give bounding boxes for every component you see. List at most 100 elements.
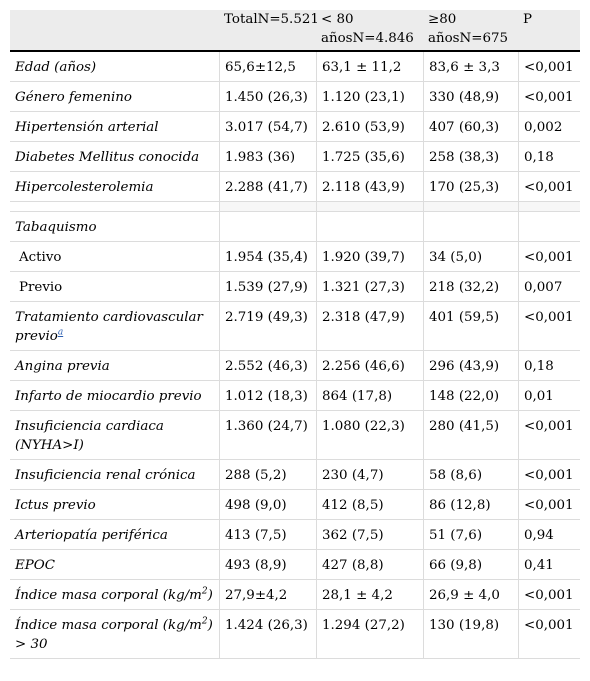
table-row: Insuficiencia cardiaca (NYHA>I) 1.360 (24…	[10, 411, 580, 460]
row-label: Insuficiencia cardiaca (NYHA>I)	[10, 411, 220, 460]
row-label: Infarto de miocardio previo	[10, 381, 220, 411]
cell-under-80: 2.610 (53,9)	[317, 112, 424, 142]
row-label-text: Infarto de miocardio previo	[15, 389, 202, 404]
table-row: Infarto de miocardio previo 1.012 (18,3) 8…	[10, 381, 580, 411]
table-row: Tabaquismo	[10, 212, 580, 242]
cell-total: 493 (8,9)	[220, 550, 317, 580]
table-row: EPOC 493 (8,9) 427 (8,8) 66 (9,8) 0,41	[10, 550, 580, 580]
cell-under-80: 28,1 ± 4,2	[317, 580, 424, 610]
cell-total: 288 (5,2)	[220, 460, 317, 490]
cell-under-80: 2.118 (43,9)	[317, 172, 424, 202]
cell-total: 498 (9,0)	[220, 490, 317, 520]
baseline-characteristics-table: TotalN=5.521 < 80 añosN=4.846 ≥80 añosN=…	[10, 10, 580, 659]
cell-80-plus: 407 (60,3)	[424, 112, 519, 142]
row-label-text: Angina previa	[15, 359, 110, 374]
cell-p: <0,001	[519, 490, 580, 520]
cell-80-plus: 83,6 ± 3,3	[424, 52, 519, 82]
cell-p: 0,18	[519, 142, 580, 172]
row-label: Activo	[10, 242, 220, 272]
row-label-text: Hipercolesterolemia	[15, 180, 154, 195]
table-row: Ictus previo 498 (9,0) 412 (8,5) 86 (12,8) <…	[10, 490, 580, 520]
cell-total: 1.360 (24,7)	[220, 411, 317, 460]
header-row: TotalN=5.521 < 80 añosN=4.846 ≥80 añosN=…	[10, 10, 580, 52]
row-label-text: Activo	[19, 250, 62, 265]
footnote-link[interactable]: a	[57, 327, 64, 338]
cell-total: 3.017 (54,7)	[220, 112, 317, 142]
cell-80-plus: 330 (48,9)	[424, 82, 519, 112]
cell-total: 1.983 (36)	[220, 142, 317, 172]
row-label-text: Diabetes Mellitus conocida	[15, 150, 200, 165]
cell-p: 0,18	[519, 351, 580, 381]
table-row: Índice masa corporal (kg/m2) 27,9±4,2 28,1…	[10, 580, 580, 610]
cell-p: <0,001	[519, 302, 580, 351]
cell-under-80: 1.294 (27,2)	[317, 610, 424, 659]
row-label-text: Ictus previo	[15, 498, 96, 513]
table-row: Insuficiencia renal crónica 288 (5,2) 230 …	[10, 460, 580, 490]
table-row: Hipercolesterolemia 2.288 (41,7) 2.118 (43…	[10, 172, 580, 202]
cell-80-plus: 401 (59,5)	[424, 302, 519, 351]
table-row: Activo 1.954 (35,4) 1.920 (39,7) 34 (5,0) <0…	[10, 242, 580, 272]
cell-under-80: 362 (7,5)	[317, 520, 424, 550]
cell-total: 1.954 (35,4)	[220, 242, 317, 272]
row-label: Edad (años)	[10, 52, 220, 82]
cell-p: 0,002	[519, 112, 580, 142]
cell-under-80: 864 (17,8)	[317, 381, 424, 411]
superscript: 2	[201, 586, 208, 597]
row-label: Diabetes Mellitus conocida	[10, 142, 220, 172]
spacer-cell	[424, 202, 519, 212]
row-label: Arteriopatía periférica	[10, 520, 220, 550]
cell-under-80: 1.920 (39,7)	[317, 242, 424, 272]
row-label-text: Edad (años)	[15, 60, 97, 75]
table-row: Hipertensión arterial 3.017 (54,7) 2.610 (…	[10, 112, 580, 142]
cell-under-80: 412 (8,5)	[317, 490, 424, 520]
cell-80-plus: 51 (7,6)	[424, 520, 519, 550]
cell-under-80: 1.321 (27,3)	[317, 272, 424, 302]
cell-80-plus: 170 (25,3)	[424, 172, 519, 202]
cell-80-plus: 66 (9,8)	[424, 550, 519, 580]
row-label-text: Insuficiencia cardiaca (NYHA>I)	[15, 419, 164, 453]
cell-80-plus: 296 (43,9)	[424, 351, 519, 381]
cell-p: <0,001	[519, 172, 580, 202]
cell-under-80: 1.120 (23,1)	[317, 82, 424, 112]
row-label: Hipertensión arterial	[10, 112, 220, 142]
header-under-80: < 80 añosN=4.846	[317, 10, 424, 52]
cell-under-80: 2.318 (47,9)	[317, 302, 424, 351]
row-label-text: Insuficiencia renal crónica	[15, 468, 196, 483]
cell-80-plus: 26,9 ± 4,0	[424, 580, 519, 610]
cell-total: 1.424 (26,3)	[220, 610, 317, 659]
cell-p: 0,007	[519, 272, 580, 302]
cell-p: <0,001	[519, 610, 580, 659]
cell-total: 1.012 (18,3)	[220, 381, 317, 411]
cell-under-80: 63,1 ± 11,2	[317, 52, 424, 82]
table-container: TotalN=5.521 < 80 añosN=4.846 ≥80 añosN=…	[10, 10, 580, 659]
cell-total	[220, 212, 317, 242]
header-80-plus: ≥80 añosN=675	[424, 10, 519, 52]
table-row: Índice masa corporal (kg/m2) > 30 1.424 (…	[10, 610, 580, 659]
header-total: TotalN=5.521	[220, 10, 319, 52]
cell-p: <0,001	[519, 52, 580, 82]
row-label-text: Previo	[19, 280, 63, 295]
spacer-cell	[519, 202, 580, 212]
row-label: Tabaquismo	[10, 212, 220, 242]
table-row: Arteriopatía periférica 413 (7,5) 362 (7,5…	[10, 520, 580, 550]
cell-under-80: 1.725 (35,6)	[317, 142, 424, 172]
spacer-cell	[317, 202, 424, 212]
cell-p: <0,001	[519, 580, 580, 610]
row-label-text: Género femenino	[15, 90, 132, 105]
row-label: Índice masa corporal (kg/m2)	[10, 580, 220, 610]
cell-80-plus: 34 (5,0)	[424, 242, 519, 272]
superscript: 2	[201, 616, 208, 627]
cell-total: 413 (7,5)	[220, 520, 317, 550]
cell-total: 27,9±4,2	[220, 580, 317, 610]
cell-p: <0,001	[519, 411, 580, 460]
row-label: EPOC	[10, 550, 220, 580]
row-label-text: Tabaquismo	[15, 220, 97, 235]
cell-under-80: 230 (4,7)	[317, 460, 424, 490]
cell-80-plus: 58 (8,6)	[424, 460, 519, 490]
section-spacer	[10, 202, 580, 212]
cell-total: 2.288 (41,7)	[220, 172, 317, 202]
cell-80-plus: 218 (32,2)	[424, 272, 519, 302]
cell-80-plus	[424, 212, 519, 242]
cell-under-80	[317, 212, 424, 242]
cell-under-80: 2.256 (46,6)	[317, 351, 424, 381]
